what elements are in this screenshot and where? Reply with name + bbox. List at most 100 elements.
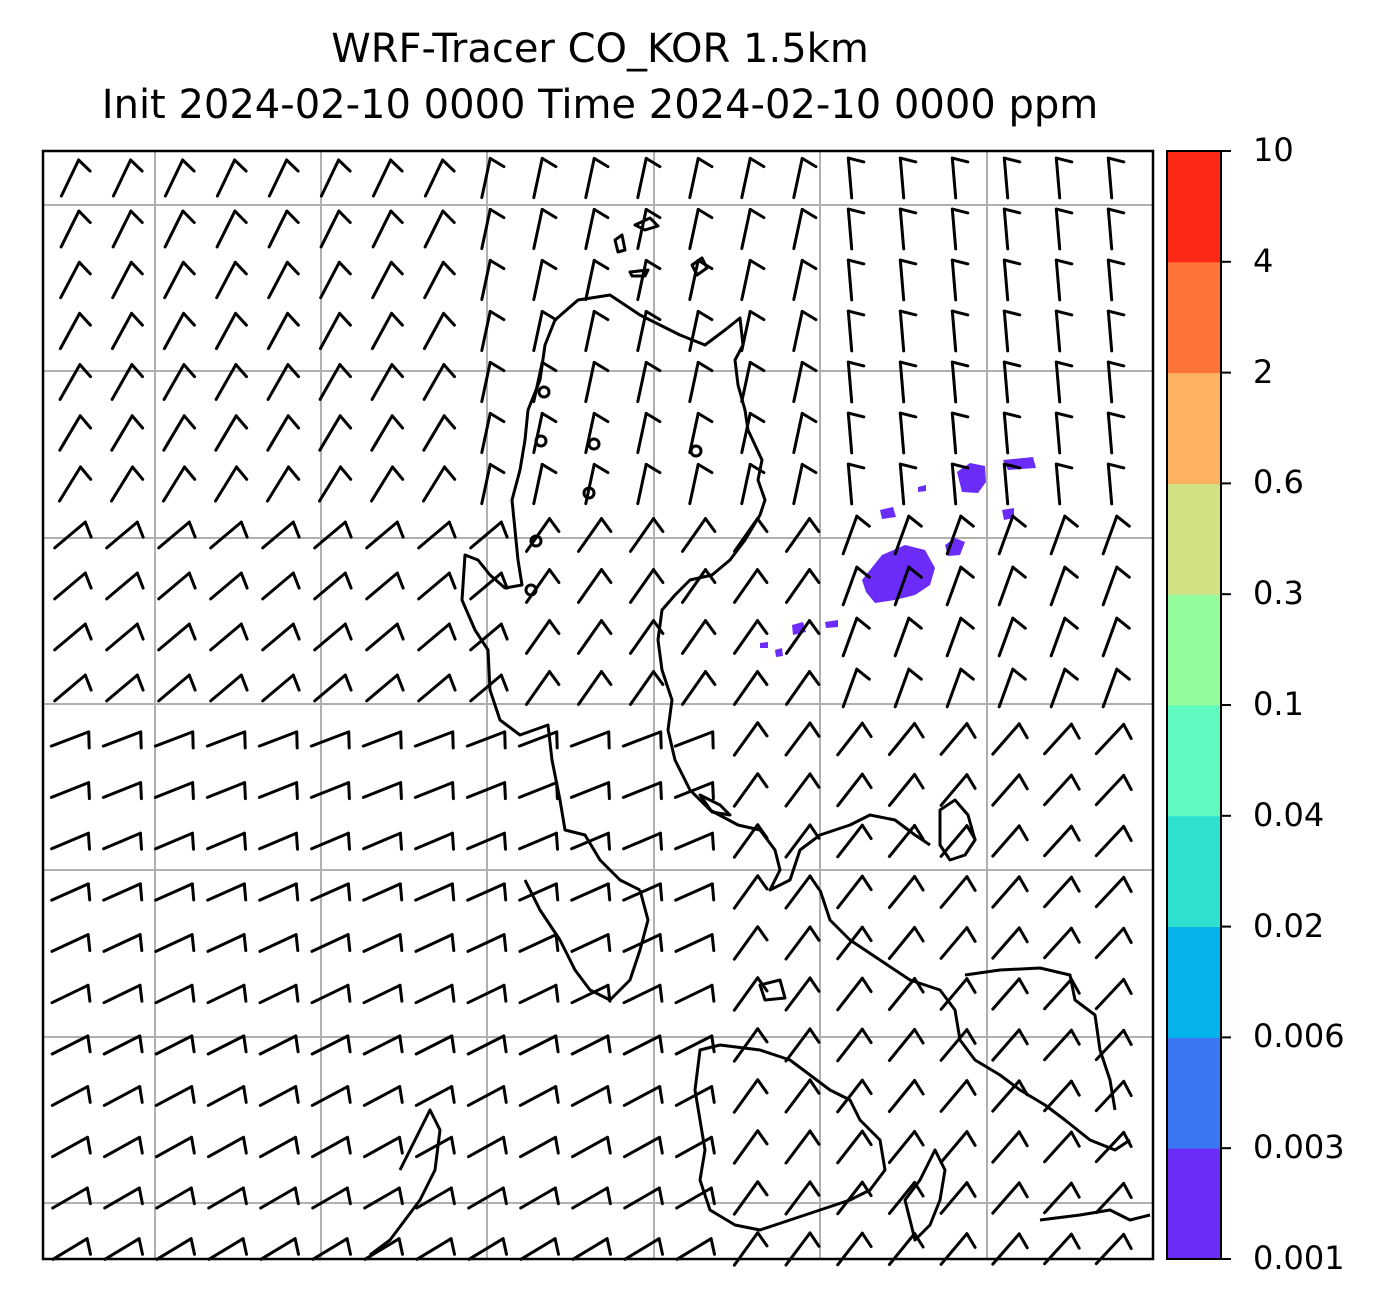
wind-barb-feather	[1106, 156, 1126, 164]
wind-barb-feather	[652, 517, 665, 533]
wind-barb-feather	[711, 730, 715, 750]
wind-barb-feather	[502, 1085, 508, 1104]
wind-barb-shaft	[1094, 875, 1126, 909]
wind-barb-shaft	[365, 673, 399, 703]
wind-barb-shaft	[1043, 1028, 1073, 1062]
wind-barb-shaft	[58, 311, 82, 351]
wind-barb-feather	[959, 565, 975, 579]
wind-barb-shaft	[518, 882, 558, 902]
wind-barb-feather	[242, 933, 248, 952]
wind-barb-shaft	[991, 1130, 1021, 1164]
wind-barb-feather	[1122, 773, 1133, 792]
wind-barb-feather	[554, 1085, 560, 1104]
wind-barb-feather	[83, 520, 93, 539]
wind-barb-shaft	[681, 619, 707, 655]
wind-barb-shaft	[467, 1237, 505, 1261]
wind-barb-shaft	[887, 1079, 917, 1113]
wind-barb-shaft	[887, 926, 917, 960]
wind-barb-shaft	[887, 1130, 917, 1164]
wind-barb-feather	[501, 1237, 508, 1256]
wind-barb-shaft	[518, 831, 558, 851]
wind-barb-feather	[337, 260, 352, 276]
wind-barb-feather	[239, 622, 249, 641]
wind-barb-feather	[1106, 309, 1126, 317]
wind-barb-feather	[139, 781, 143, 801]
wind-barb-shaft	[1106, 462, 1114, 506]
wind-barb-feather	[644, 462, 662, 475]
colorbar-tick-label: 0.006	[1253, 1017, 1345, 1056]
wind-barb-feather	[710, 983, 716, 1003]
wind-barb-shaft	[215, 260, 237, 300]
wind-barb-feather	[441, 260, 456, 276]
colorbar-segment	[1167, 594, 1221, 706]
wind-barb-shaft	[111, 260, 133, 300]
wind-barb-feather	[235, 465, 249, 481]
wind-barb-shaft	[467, 1135, 505, 1159]
wind-barb-feather	[860, 721, 873, 739]
wind-barb-shaft	[318, 465, 342, 503]
coastlines	[369, 216, 1151, 1257]
wind-barb-shaft	[49, 730, 91, 748]
map-gridlines	[43, 151, 1153, 1259]
wind-barb-shaft	[53, 673, 87, 703]
wind-barb-shaft	[740, 258, 752, 302]
wind-barb-feather	[748, 360, 766, 373]
wind-barb-shaft	[105, 520, 139, 550]
wind-barb-shaft	[939, 773, 969, 807]
wind-barb-feather	[450, 1034, 456, 1054]
wind-barb-feather	[449, 1237, 456, 1256]
wind-barb-shaft	[898, 411, 906, 455]
wind-barb-shaft	[836, 1078, 864, 1114]
wind-barb-feather	[190, 1085, 196, 1104]
wind-barb-shaft	[162, 414, 186, 452]
wind-barb-shaft	[792, 258, 804, 302]
wind-barb-feather	[1017, 1130, 1029, 1148]
wind-barb-feather	[860, 1231, 873, 1249]
wind-barb-feather	[800, 462, 818, 475]
wind-barb-feather	[644, 156, 662, 169]
wind-barb-shaft	[1043, 875, 1073, 909]
wind-barb-shaft	[465, 730, 507, 748]
wind-barb-feather	[600, 568, 613, 584]
wind-barb-shaft	[310, 882, 350, 902]
wind-barb-feather	[1122, 875, 1133, 894]
wind-barb-feather	[398, 882, 404, 902]
wind-barb-shaft	[991, 1028, 1021, 1062]
wind-barb-shaft	[584, 360, 596, 404]
wind-barb-feather	[499, 571, 509, 590]
wind-barb-shaft	[623, 1135, 661, 1159]
wind-barb-shaft	[480, 156, 492, 200]
wind-barb-feather	[293, 1186, 300, 1206]
wind-barb-shaft	[370, 311, 394, 351]
wind-barb-shaft	[584, 411, 596, 455]
wind-barb-feather	[1122, 1232, 1133, 1251]
wind-barb-shaft	[50, 1034, 90, 1056]
wind-barb-feather	[182, 311, 196, 327]
wind-barb-shaft	[732, 1078, 760, 1114]
wind-barb-feather	[696, 258, 714, 271]
wind-barb-feather	[756, 976, 769, 993]
wind-barb-shaft	[157, 571, 191, 601]
wind-barb-feather	[291, 571, 301, 590]
wind-barb-shaft	[415, 1135, 453, 1159]
wind-barb-shaft	[939, 977, 969, 1011]
wind-barb-shaft	[939, 824, 969, 858]
wind-barb-feather	[86, 882, 92, 902]
wind-barb-shaft	[945, 514, 963, 556]
wind-barb-feather	[846, 309, 866, 317]
wind-barb-shaft	[480, 462, 492, 506]
wind-barb-feather	[346, 882, 352, 902]
wind-barb-shaft	[363, 1186, 401, 1210]
wind-barb-feather	[913, 926, 925, 943]
wind-barb-shaft	[584, 156, 596, 200]
wind-barb-feather	[233, 158, 248, 173]
wind-barb-feather	[135, 673, 145, 692]
wind-barb-feather	[502, 933, 508, 952]
wind-barb-shaft	[898, 207, 906, 251]
wind-barb-shaft	[939, 926, 969, 960]
wind-barb-shaft	[309, 781, 351, 799]
wind-barb-feather	[488, 462, 506, 475]
wind-barb-shaft	[258, 983, 298, 1005]
wind-barb-feather	[1054, 207, 1074, 215]
wind-barb-shaft	[519, 1237, 557, 1261]
